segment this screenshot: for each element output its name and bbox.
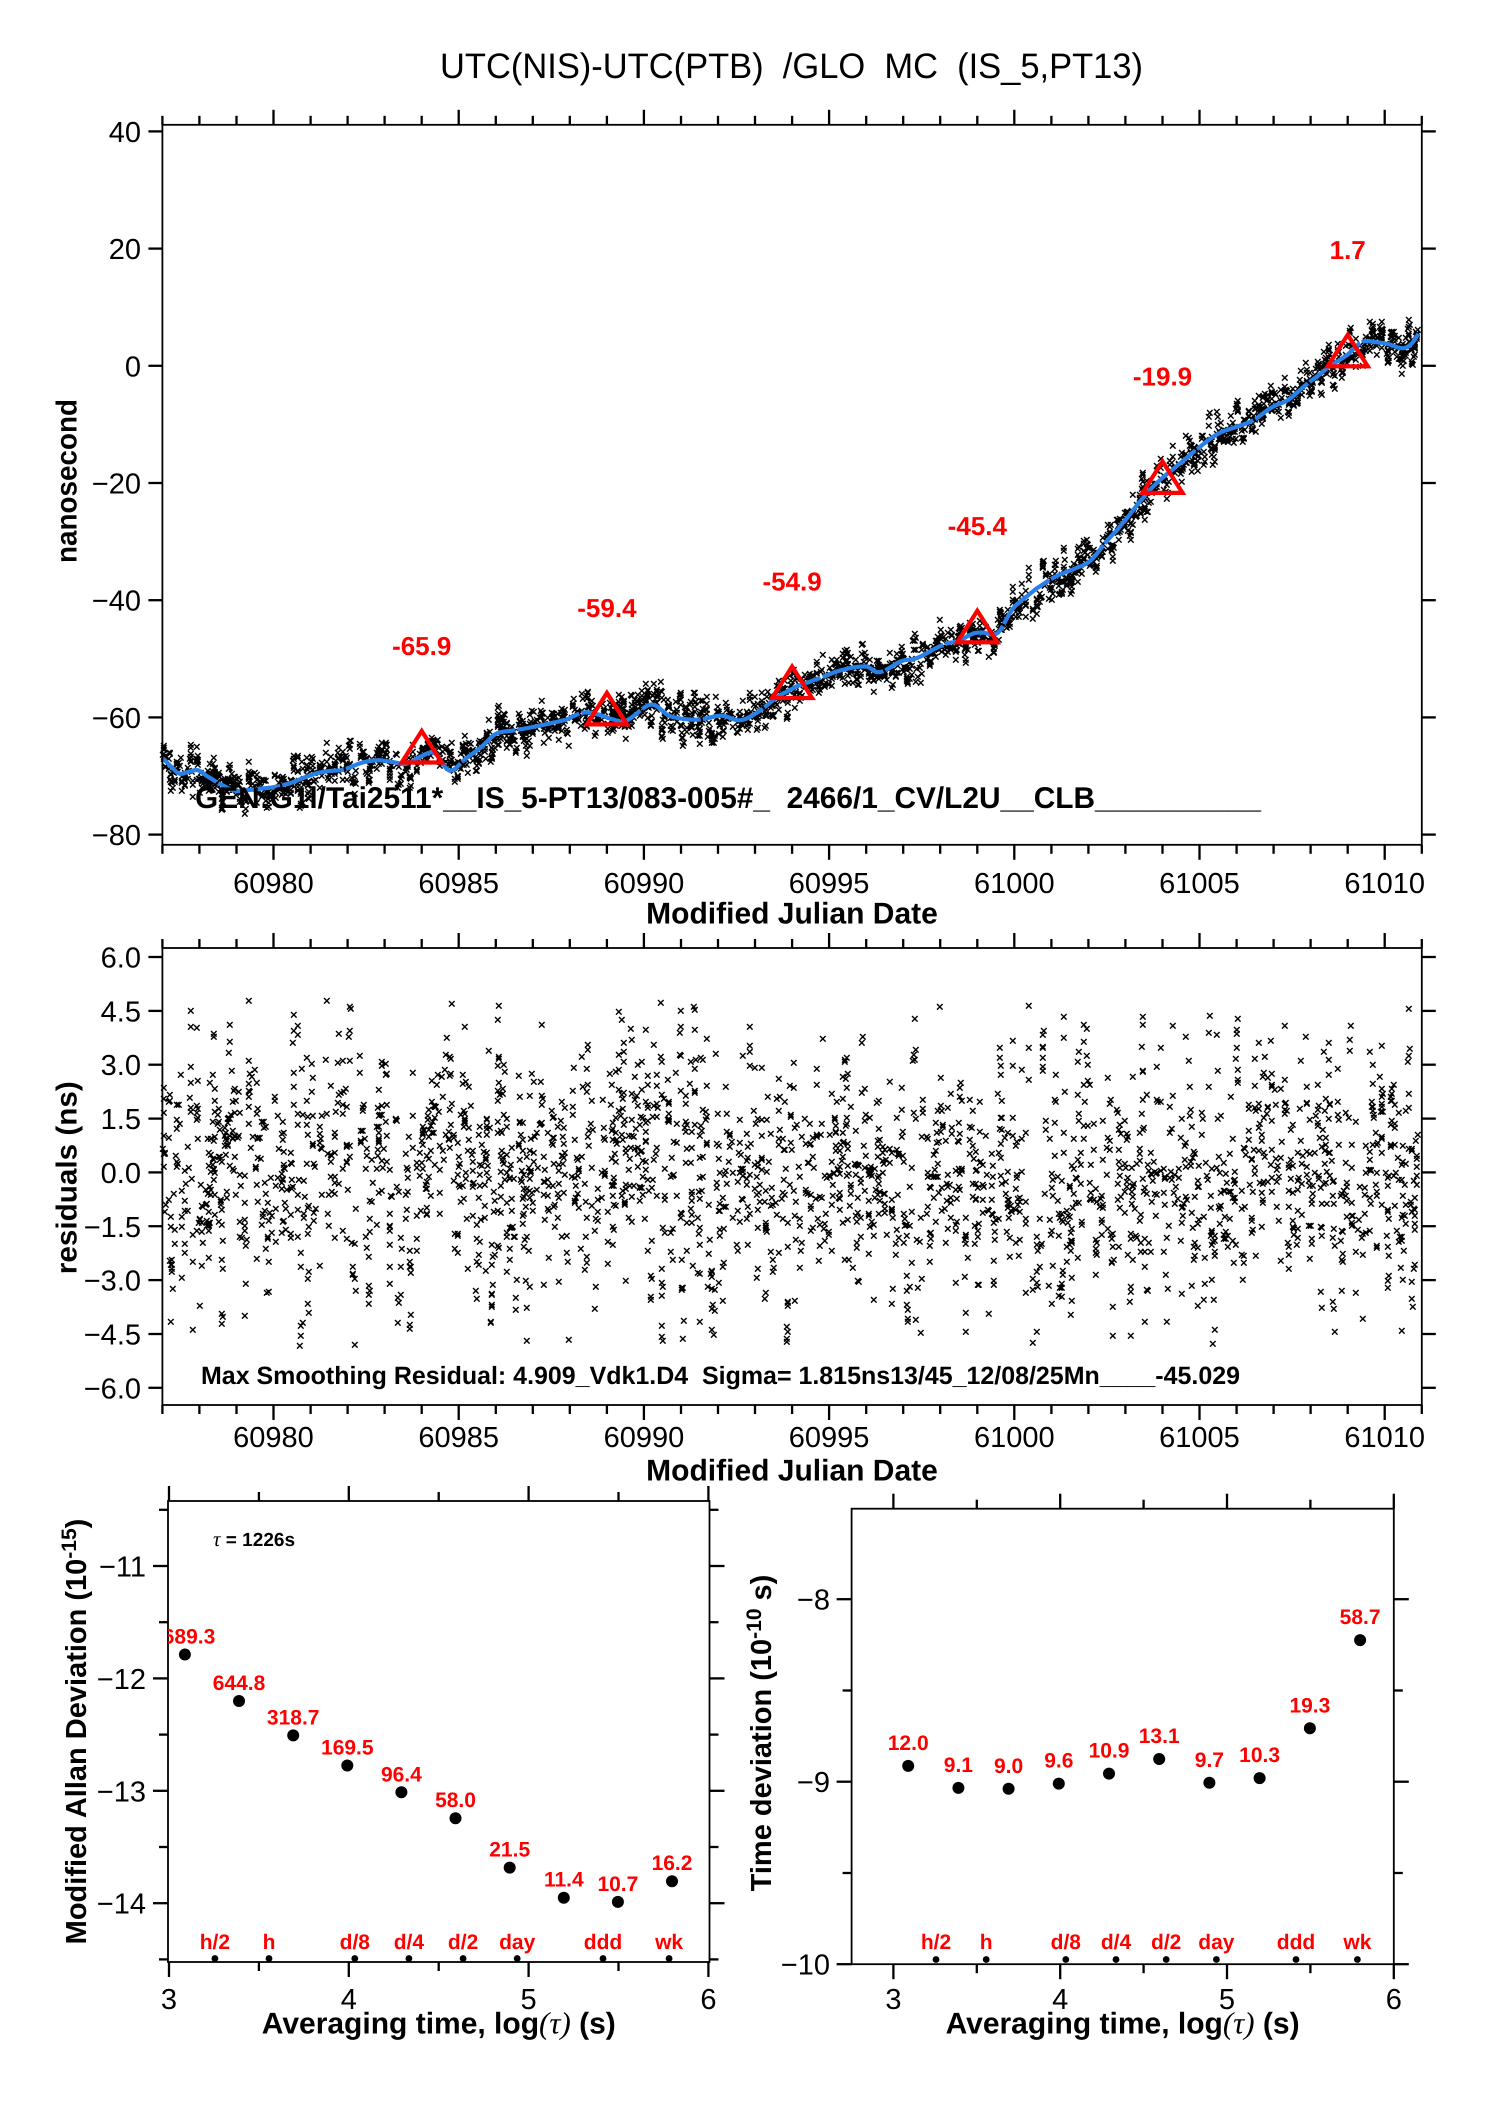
svg-text:Modified Allan Deviation (10-1: Modified Allan Deviation (10-15) xyxy=(58,1519,93,1945)
svg-text:61010: 61010 xyxy=(1344,1422,1425,1454)
svg-text:61005: 61005 xyxy=(1159,1422,1240,1454)
svg-text:60985: 60985 xyxy=(418,1422,499,1454)
svg-text:6: 6 xyxy=(700,1984,716,2016)
svg-text:d/4: d/4 xyxy=(394,1931,425,1954)
svg-text:16.2: 16.2 xyxy=(652,1852,693,1875)
svg-text:ddd: ddd xyxy=(584,1931,622,1954)
svg-text:6: 6 xyxy=(1386,1984,1402,2016)
svg-text:wk: wk xyxy=(1342,1931,1371,1954)
svg-text:5: 5 xyxy=(1219,1984,1235,2016)
svg-text:wk: wk xyxy=(654,1931,683,1954)
svg-text:h/2: h/2 xyxy=(200,1931,230,1954)
svg-text:61000: 61000 xyxy=(974,868,1055,900)
svg-text:61000: 61000 xyxy=(974,1422,1055,1454)
svg-text:169.5: 169.5 xyxy=(321,1737,374,1760)
svg-text:4: 4 xyxy=(1052,1984,1068,2016)
svg-text:−80: −80 xyxy=(92,820,141,852)
svg-text:d/2: d/2 xyxy=(448,1931,478,1954)
svg-text:h: h xyxy=(980,1931,993,1954)
svg-text:−1.5: −1.5 xyxy=(84,1212,141,1244)
svg-text:19.3: 19.3 xyxy=(1289,1694,1330,1717)
svg-text:1.7: 1.7 xyxy=(1330,235,1366,265)
svg-text:60980: 60980 xyxy=(233,1422,314,1454)
svg-text:−10: −10 xyxy=(781,1950,830,1982)
svg-text:-54.9: -54.9 xyxy=(762,567,821,597)
svg-text:−9: −9 xyxy=(797,1767,830,1799)
svg-text:-65.9: -65.9 xyxy=(392,631,451,661)
svg-text:-19.9: -19.9 xyxy=(1133,361,1192,391)
svg-text:318.7: 318.7 xyxy=(267,1706,320,1729)
svg-text:60995: 60995 xyxy=(789,1422,870,1454)
svg-text:40: 40 xyxy=(109,117,141,149)
svg-text:21.5: 21.5 xyxy=(489,1839,530,1862)
svg-text:Max Smoothing Residual: 4.909_: Max Smoothing Residual: 4.909_Vdk1.D4 Si… xyxy=(201,1362,1240,1390)
svg-text:61010: 61010 xyxy=(1344,868,1425,900)
svg-text:3.0: 3.0 xyxy=(101,1050,141,1082)
svg-text:−20: −20 xyxy=(92,469,141,501)
svg-text:0: 0 xyxy=(125,351,141,383)
svg-text:−60: −60 xyxy=(92,703,141,735)
svg-text:−11: −11 xyxy=(99,1552,146,1584)
svg-text:9.7: 9.7 xyxy=(1195,1749,1224,1772)
svg-text:GEN:G1l/Tai2511*__IS_5-PT13/08: GEN:G1l/Tai2511*__IS_5-PT13/083-005#_ 24… xyxy=(195,782,1261,815)
svg-text:day: day xyxy=(1198,1931,1235,1954)
svg-text:60985: 60985 xyxy=(418,868,499,900)
svg-text:58.0: 58.0 xyxy=(435,1789,476,1812)
svg-text:61005: 61005 xyxy=(1159,868,1240,900)
svg-text:10.9: 10.9 xyxy=(1089,1740,1130,1763)
svg-text:τ = 1226s: τ = 1226s xyxy=(213,1527,295,1551)
svg-text:0.0: 0.0 xyxy=(101,1158,141,1190)
svg-text:60980: 60980 xyxy=(233,868,314,900)
svg-text:d/2: d/2 xyxy=(1151,1931,1181,1954)
svg-text:h: h xyxy=(263,1931,276,1954)
svg-text:−14: −14 xyxy=(97,1889,146,1921)
svg-text:3: 3 xyxy=(161,1984,177,2016)
svg-text:−3.0: −3.0 xyxy=(84,1266,141,1298)
svg-text:−40: −40 xyxy=(92,586,141,618)
svg-text:−13: −13 xyxy=(97,1776,146,1808)
svg-text:Modified Julian Date: Modified Julian Date xyxy=(646,898,938,931)
svg-text:d/8: d/8 xyxy=(1051,1931,1082,1954)
svg-text:12.0: 12.0 xyxy=(888,1732,929,1755)
svg-text:d/8: d/8 xyxy=(340,1931,371,1954)
svg-text:-59.4: -59.4 xyxy=(577,593,637,623)
svg-text:−4.5: −4.5 xyxy=(84,1320,141,1352)
svg-text:689.3: 689.3 xyxy=(163,1626,216,1649)
svg-text:residuals (ns): residuals (ns) xyxy=(52,1081,84,1274)
svg-text:20: 20 xyxy=(109,234,141,266)
svg-text:60995: 60995 xyxy=(789,868,870,900)
svg-text:9.6: 9.6 xyxy=(1044,1750,1073,1773)
svg-text:96.4: 96.4 xyxy=(381,1763,422,1786)
svg-text:3: 3 xyxy=(885,1984,901,2016)
svg-text:UTC(NIS)-UTC(PTB) /GLO MC (: UTC(NIS)-UTC(PTB) /GLO MC (IS_5,PT13) xyxy=(440,46,1143,86)
svg-text:5: 5 xyxy=(521,1984,537,2016)
svg-text:11.4: 11.4 xyxy=(544,1869,584,1892)
svg-text:−8: −8 xyxy=(797,1585,830,1617)
svg-text:d/4: d/4 xyxy=(1101,1931,1132,1954)
svg-text:13.1: 13.1 xyxy=(1139,1725,1180,1748)
svg-text:60990: 60990 xyxy=(604,868,685,900)
svg-text:day: day xyxy=(499,1931,536,1954)
svg-text:1.5: 1.5 xyxy=(101,1104,141,1136)
svg-text:ddd: ddd xyxy=(1277,1931,1315,1954)
svg-text:Averaging time, log(τ) (s): Averaging time, log(τ) (s) xyxy=(262,2006,616,2041)
svg-text:−12: −12 xyxy=(97,1664,146,1696)
svg-text:9.0: 9.0 xyxy=(994,1755,1023,1778)
svg-text:10.3: 10.3 xyxy=(1239,1744,1280,1767)
svg-text:60990: 60990 xyxy=(604,1422,685,1454)
svg-text:Averaging time, log(τ) (s): Averaging time, log(τ) (s) xyxy=(946,2006,1300,2041)
svg-text:h/2: h/2 xyxy=(921,1931,951,1954)
svg-text:4: 4 xyxy=(341,1984,357,2016)
svg-text:4.5: 4.5 xyxy=(101,996,141,1028)
svg-text:10.7: 10.7 xyxy=(597,1873,638,1896)
svg-text:6.0: 6.0 xyxy=(101,943,141,975)
svg-text:nanosecond: nanosecond xyxy=(52,399,84,563)
svg-text:-45.4: -45.4 xyxy=(948,511,1008,541)
svg-text:58.7: 58.7 xyxy=(1340,1606,1381,1629)
svg-text:Modified Julian Date: Modified Julian Date xyxy=(646,1455,938,1488)
svg-text:−6.0: −6.0 xyxy=(84,1373,141,1405)
svg-text:9.1: 9.1 xyxy=(944,1754,974,1777)
svg-text:644.8: 644.8 xyxy=(213,1672,266,1695)
